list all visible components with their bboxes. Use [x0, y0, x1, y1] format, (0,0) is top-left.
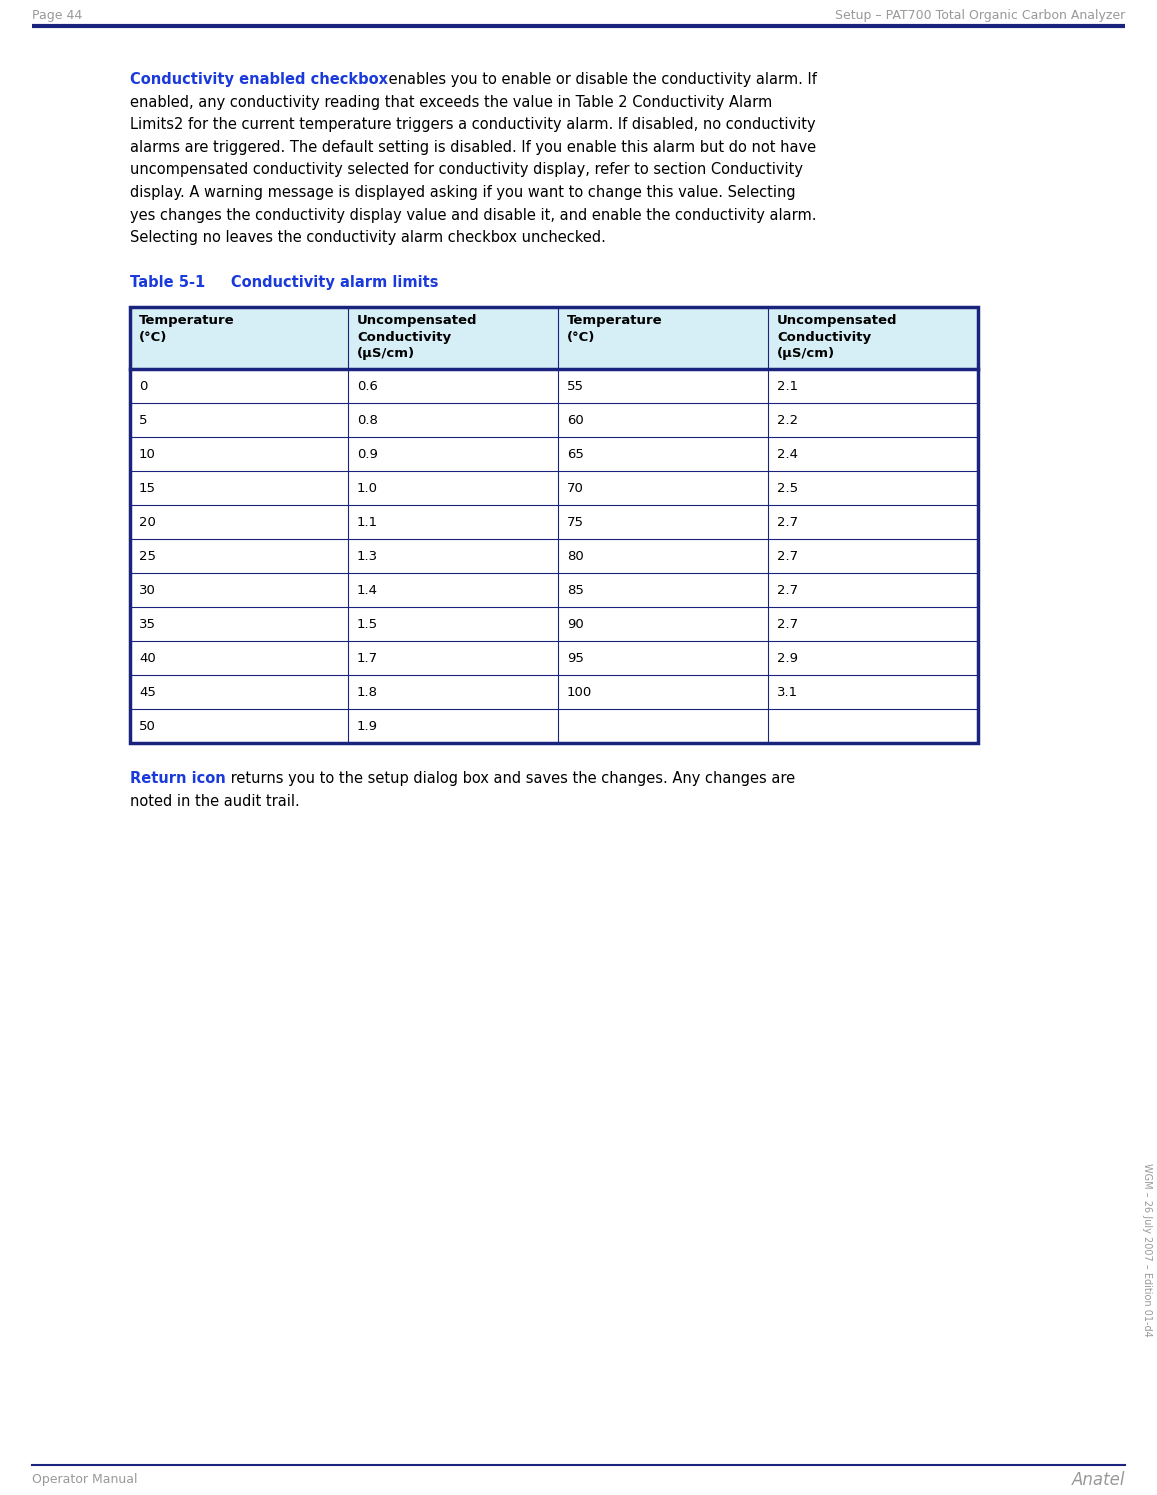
Text: Uncompensated
Conductivity
(µS/cm): Uncompensated Conductivity (µS/cm)	[778, 314, 898, 360]
Text: 1.3: 1.3	[358, 550, 378, 562]
Text: enabled, any conductivity reading that exceeds the value in Table 2 Conductivity: enabled, any conductivity reading that e…	[130, 94, 772, 109]
Text: 70: 70	[567, 481, 584, 495]
Text: Temperature
(°C): Temperature (°C)	[567, 314, 663, 344]
Text: Temperature
(°C): Temperature (°C)	[139, 314, 235, 344]
Text: Table 5-1     Conductivity alarm limits: Table 5-1 Conductivity alarm limits	[130, 275, 439, 290]
Text: 80: 80	[567, 550, 584, 562]
Text: 2.5: 2.5	[778, 481, 798, 495]
Text: 10: 10	[139, 447, 156, 460]
Text: 0.6: 0.6	[358, 380, 378, 393]
Bar	[130, 308, 978, 369]
Text: 50: 50	[139, 719, 156, 733]
Text: 85: 85	[567, 583, 584, 597]
Text: 45: 45	[139, 686, 156, 698]
Text: Limits2 for the current temperature triggers a conductivity alarm. If disabled, : Limits2 for the current temperature trig…	[130, 117, 816, 132]
Text: 40: 40	[139, 652, 156, 665]
Text: 2.7: 2.7	[778, 516, 798, 529]
Text: 15: 15	[139, 481, 156, 495]
Text: 1.5: 1.5	[358, 617, 378, 631]
Text: 60: 60	[567, 414, 584, 426]
Text: 5: 5	[139, 414, 147, 426]
Bar	[130, 308, 978, 743]
Text: Selecting no leaves the conductivity alarm checkbox unchecked.: Selecting no leaves the conductivity ala…	[130, 230, 606, 245]
Text: 2.4: 2.4	[778, 447, 798, 460]
Text: Setup – PAT700 Total Organic Carbon Analyzer: Setup – PAT700 Total Organic Carbon Anal…	[834, 9, 1125, 21]
Text: Conductivity enabled checkbox: Conductivity enabled checkbox	[130, 72, 388, 87]
Text: 1.1: 1.1	[358, 516, 378, 529]
Text: 55: 55	[567, 380, 584, 393]
Text: 2.9: 2.9	[778, 652, 798, 665]
Text: display. A warning message is displayed asking if you want to change this value.: display. A warning message is displayed …	[130, 185, 796, 200]
Text: 2.7: 2.7	[778, 583, 798, 597]
Text: 0.9: 0.9	[358, 447, 378, 460]
Text: 0: 0	[139, 380, 147, 393]
Text: 2.7: 2.7	[778, 617, 798, 631]
Text: 2.7: 2.7	[778, 550, 798, 562]
Text: 2.2: 2.2	[778, 414, 798, 426]
Text: 1.9: 1.9	[358, 719, 378, 733]
Text: 20: 20	[139, 516, 156, 529]
Text: alarms are triggered. The default setting is disabled. If you enable this alarm : alarms are triggered. The default settin…	[130, 141, 816, 155]
Text: Operator Manual: Operator Manual	[32, 1474, 138, 1486]
Text: 30: 30	[139, 583, 156, 597]
Text: 1.8: 1.8	[358, 686, 378, 698]
Text: noted in the audit trail.: noted in the audit trail.	[130, 794, 300, 809]
Text: 90: 90	[567, 617, 584, 631]
Text: 100: 100	[567, 686, 592, 698]
Text: 75: 75	[567, 516, 584, 529]
Text: 35: 35	[139, 617, 156, 631]
Text: returns you to the setup dialog box and saves the changes. Any changes are: returns you to the setup dialog box and …	[227, 771, 795, 786]
Text: Page 44: Page 44	[32, 9, 82, 21]
Text: uncompensated conductivity selected for conductivity display, refer to section C: uncompensated conductivity selected for …	[130, 163, 803, 178]
Text: yes changes the conductivity display value and disable it, and enable the conduc: yes changes the conductivity display val…	[130, 208, 817, 223]
Text: 0.8: 0.8	[358, 414, 378, 426]
Text: Return icon: Return icon	[130, 771, 226, 786]
Text: 1.0: 1.0	[358, 481, 378, 495]
Text: Uncompensated
Conductivity
(µS/cm): Uncompensated Conductivity (µS/cm)	[358, 314, 478, 360]
Text: WGM – 26 July 2007 – Edition 01-d4: WGM – 26 July 2007 – Edition 01-d4	[1142, 1163, 1152, 1337]
Text: 1.4: 1.4	[358, 583, 378, 597]
Text: 3.1: 3.1	[778, 686, 798, 698]
Text: 65: 65	[567, 447, 584, 460]
Text: 2.1: 2.1	[778, 380, 798, 393]
Text: Anatel: Anatel	[1071, 1471, 1125, 1489]
Text: 1.7: 1.7	[358, 652, 378, 665]
Text: 95: 95	[567, 652, 584, 665]
Text: 25: 25	[139, 550, 156, 562]
Text: enables you to enable or disable the conductivity alarm. If: enables you to enable or disable the con…	[384, 72, 817, 87]
